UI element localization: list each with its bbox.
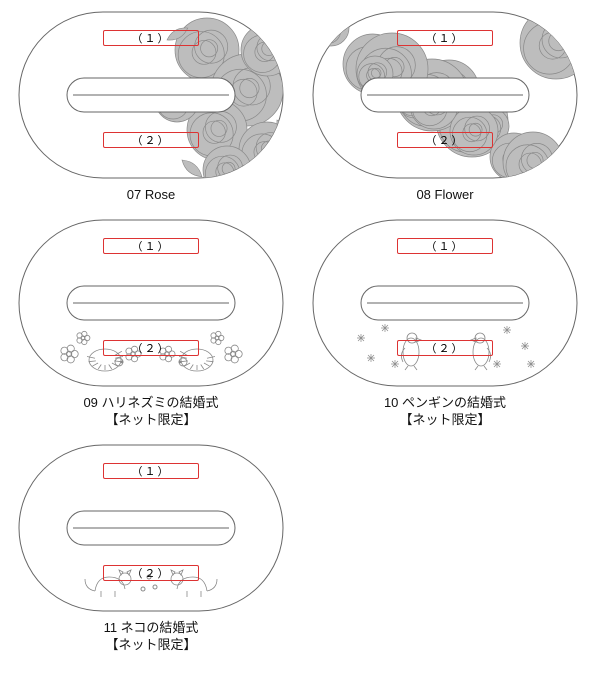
- label-sub: 【ネット限定】: [83, 411, 218, 429]
- product-label: 07 Rose: [127, 186, 175, 204]
- product-hedgehog: （１） （２） 09 ハリネズミの結婚式【ネット限定】: [12, 218, 290, 429]
- label-sub: 【ネット限定】: [104, 636, 199, 654]
- label-main: 08 Flower: [416, 186, 473, 204]
- tissue-box: （１） （２）: [311, 10, 579, 180]
- label-main: 10 ペンギンの結婚式: [384, 394, 506, 412]
- label-main: 11 ネコの結婚式: [104, 619, 199, 637]
- marker-2: （２）: [103, 565, 199, 581]
- product-penguin: （１） （２） 10 ペンギンの結婚式【ネット限定】: [306, 218, 584, 429]
- marker-1: （１）: [103, 238, 199, 254]
- marker-2: （２）: [397, 132, 493, 148]
- product-label: 10 ペンギンの結婚式【ネット限定】: [384, 394, 506, 429]
- label-main: 07 Rose: [127, 186, 175, 204]
- marker-1: （１）: [397, 30, 493, 46]
- tissue-box: （１） （２）: [311, 218, 579, 388]
- marker-1: （１）: [103, 463, 199, 479]
- product-flower: （１） （２） 08 Flower: [306, 10, 584, 204]
- marker-2: （２）: [103, 340, 199, 356]
- tissue-box: （１） （２）: [17, 218, 285, 388]
- tissue-box: （１） （２）: [17, 10, 285, 180]
- product-label: 08 Flower: [416, 186, 473, 204]
- product-grid: （１） （２） 07 Rose （１） （２） 08 Flower （１） （２） 09 ハリネ…: [0, 0, 600, 664]
- product-cat: （１） （２） 11 ネコの結婚式【ネット限定】: [12, 443, 290, 654]
- marker-2: （２）: [397, 340, 493, 356]
- product-label: 09 ハリネズミの結婚式【ネット限定】: [83, 394, 218, 429]
- marker-2: （２）: [103, 132, 199, 148]
- marker-1: （１）: [103, 30, 199, 46]
- label-sub: 【ネット限定】: [384, 411, 506, 429]
- marker-1: （１）: [397, 238, 493, 254]
- product-label: 11 ネコの結婚式【ネット限定】: [104, 619, 199, 654]
- label-main: 09 ハリネズミの結婚式: [83, 394, 218, 412]
- tissue-box: （１） （２）: [17, 443, 285, 613]
- product-rose: （１） （２） 07 Rose: [12, 10, 290, 204]
